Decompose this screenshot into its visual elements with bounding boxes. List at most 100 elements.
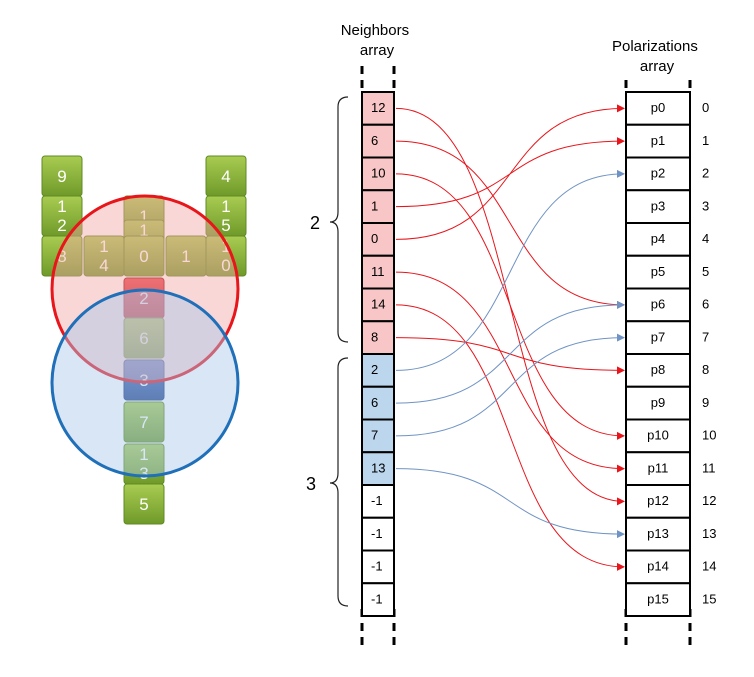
molecule-cube: 6 bbox=[123, 317, 165, 359]
neighbor-value: -1 bbox=[371, 591, 383, 606]
neighbor-value: -1 bbox=[371, 559, 383, 574]
molecule-cubes: 91281411101415102637135 bbox=[41, 155, 247, 525]
mapping-arrow bbox=[395, 104, 625, 240]
polarization-cell: p10 bbox=[625, 418, 691, 454]
polarization-cell: p12 bbox=[625, 484, 691, 519]
polarization-label: p2 bbox=[651, 166, 665, 181]
polarization-index: 6 bbox=[702, 297, 709, 312]
polarization-label: p4 bbox=[651, 231, 665, 246]
polarization-cell: p4 bbox=[625, 222, 691, 257]
polarization-index: 2 bbox=[702, 166, 709, 181]
cube-label: 7 bbox=[139, 413, 148, 432]
polarization-label: p13 bbox=[647, 526, 669, 541]
polarization-index: 7 bbox=[702, 329, 709, 344]
neighbor-value: 7 bbox=[371, 428, 378, 443]
neighbor-cell: 11 bbox=[361, 254, 395, 290]
group-braces bbox=[329, 96, 349, 607]
neighbor-value: 6 bbox=[371, 395, 378, 410]
neighbor-cell: 1 bbox=[361, 189, 395, 224]
neighbors-header-line1: Neighbors bbox=[341, 22, 409, 39]
group-label-3: 3 bbox=[306, 474, 316, 494]
polarization-index: 0 bbox=[702, 100, 709, 115]
neighbor-cell: 8 bbox=[361, 320, 395, 355]
polarization-label: p10 bbox=[647, 428, 669, 443]
polarizations-header-line2: array bbox=[640, 58, 675, 75]
neighbor-value: 2 bbox=[371, 362, 378, 377]
cube-label: 4 bbox=[221, 167, 230, 186]
polarization-label: p11 bbox=[648, 460, 669, 475]
polarization-index: 5 bbox=[702, 264, 709, 279]
polarization-label: p14 bbox=[647, 559, 669, 574]
mapping-arrow bbox=[395, 173, 625, 440]
cube-label: 0 bbox=[139, 247, 148, 266]
neighbor-value: -1 bbox=[371, 493, 383, 508]
polarizations-header: Polarizations array bbox=[612, 38, 702, 75]
polarization-cell: p0 bbox=[625, 91, 691, 126]
polarization-label: p6 bbox=[651, 297, 665, 312]
neighbor-cell: 13 bbox=[361, 451, 395, 486]
polarization-index: 3 bbox=[702, 198, 709, 213]
polarization-cell: p15 bbox=[625, 582, 691, 617]
polarization-label: p9 bbox=[651, 395, 665, 410]
polarization-label: p12 bbox=[647, 493, 669, 508]
polarization-cell: p6 bbox=[625, 287, 691, 323]
cube-label: 8 bbox=[57, 247, 66, 266]
neighbors-header: Neighbors array bbox=[341, 22, 414, 59]
neighbor-cell: 6 bbox=[361, 123, 395, 159]
cube-label: 2 bbox=[139, 289, 148, 308]
polarization-label: p1 bbox=[651, 133, 665, 148]
mapping-arrows bbox=[395, 104, 625, 571]
mapping-arrow bbox=[395, 468, 625, 539]
molecule-cube: 8 bbox=[41, 235, 83, 277]
neighbor-cell: 10 bbox=[361, 156, 395, 192]
neighbor-cell: 7 bbox=[361, 418, 395, 454]
neighbor-cell: 0 bbox=[361, 222, 395, 257]
neighbor-value: 12 bbox=[371, 100, 385, 115]
polarization-label: p3 bbox=[651, 198, 665, 213]
neighbor-cell: -1 bbox=[361, 484, 395, 519]
polarization-label: p15 bbox=[647, 591, 669, 606]
molecule-cube: 7 bbox=[123, 401, 165, 443]
neighbor-value: 1 bbox=[371, 198, 378, 213]
neighbor-value: 6 bbox=[371, 133, 378, 148]
polarization-index: 15 bbox=[702, 591, 716, 606]
neighbor-cell: 14 bbox=[361, 287, 395, 323]
neighbor-cell: 6 bbox=[361, 385, 395, 421]
polarization-label: p0 bbox=[651, 100, 665, 115]
group-label-2: 2 bbox=[310, 213, 320, 233]
cube-label: 9 bbox=[57, 167, 66, 186]
neighbor-value: 11 bbox=[371, 264, 385, 279]
cube-label: 5 bbox=[139, 495, 148, 514]
molecule-cube: 0 bbox=[123, 235, 165, 277]
neighbor-value: 10 bbox=[371, 166, 385, 181]
neighbor-cell: 2 bbox=[361, 353, 395, 388]
polarization-cell: p2 bbox=[625, 156, 691, 192]
mapping-arrow bbox=[395, 169, 625, 371]
polarization-index: 10 bbox=[702, 428, 716, 443]
mapping-arrow bbox=[395, 304, 625, 571]
polarization-cell: p7 bbox=[625, 320, 691, 355]
neighbor-cell: -1 bbox=[361, 516, 395, 552]
polarization-cell: p1 bbox=[625, 123, 691, 159]
polarization-index: 11 bbox=[702, 460, 716, 475]
mapping-arrow bbox=[395, 300, 625, 404]
neighbor-value: 8 bbox=[371, 329, 378, 344]
neighbor-value: 13 bbox=[371, 460, 385, 475]
polarization-index: 4 bbox=[702, 231, 709, 246]
neighbor-value: 14 bbox=[371, 297, 385, 312]
polarization-cell: p3 bbox=[625, 189, 691, 224]
molecule-cube: 5 bbox=[123, 483, 165, 525]
polarization-index: 14 bbox=[702, 559, 716, 574]
polarizations-header-line1: Polarizations bbox=[612, 38, 698, 55]
polarization-cell: p11 bbox=[625, 451, 691, 486]
polarization-index: 8 bbox=[702, 362, 709, 377]
polarization-index: 1 bbox=[702, 133, 709, 148]
